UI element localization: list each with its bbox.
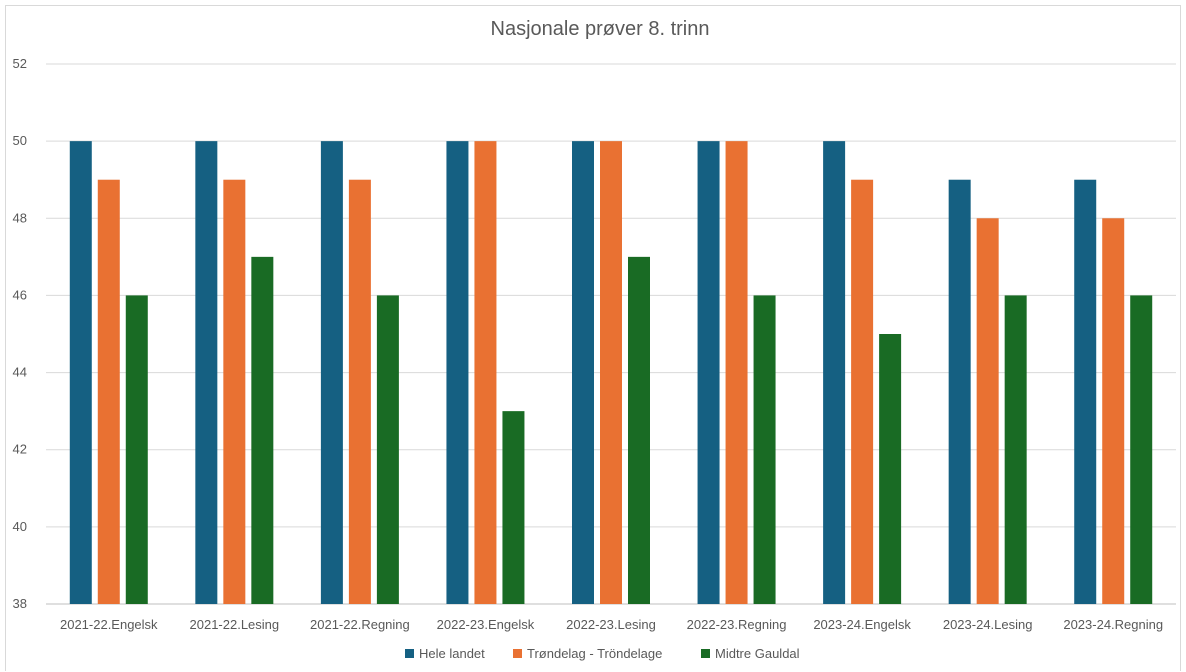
bar-1-4: [446, 141, 469, 604]
bar-2-3: [348, 179, 371, 604]
bar-3-8: [1004, 295, 1027, 604]
bar-1-1: [69, 141, 92, 604]
bar-2-5: [600, 141, 622, 604]
bar-1-3: [320, 141, 343, 604]
y-tick-label: 50: [13, 133, 27, 148]
bar-3-5: [628, 256, 650, 604]
y-tick-label: 40: [13, 519, 27, 534]
bar-3-2: [251, 256, 274, 604]
bar-2-4: [474, 141, 497, 604]
bar-2-9: [1102, 218, 1125, 605]
x-tick-label: 2023-24.Lesing: [943, 617, 1033, 632]
y-tick-label: 44: [13, 365, 27, 380]
bar-1-8: [948, 179, 971, 604]
bar-1-2: [195, 141, 218, 604]
legend-label: Trøndelag - Tröndelage: [527, 646, 662, 661]
y-tick-label: 46: [13, 287, 27, 302]
x-tick-label: 2022-23.Lesing: [566, 617, 656, 632]
y-tick-label: 48: [13, 210, 27, 225]
x-tick-label: 2023-24.Engelsk: [813, 617, 911, 632]
bar-3-4: [502, 411, 525, 604]
bar-2-7: [851, 179, 874, 604]
x-tick-label: 2021-22.Regning: [310, 617, 410, 632]
y-axis-ticks: 38 40 42 44 46 48 50 52: [13, 56, 27, 611]
bar-3-9: [1130, 295, 1153, 604]
y-tick-label: 38: [13, 596, 27, 611]
bar-1-6: [697, 141, 720, 604]
bar-1-7: [823, 141, 846, 604]
legend-swatch: [405, 649, 414, 658]
legend-swatch: [701, 649, 710, 658]
bars: [69, 141, 1153, 605]
x-axis-ticks: 2021-22.Engelsk 2021-22.Lesing 2021-22.Reg…: [60, 617, 1163, 632]
y-tick-label: 42: [13, 442, 27, 457]
chart-container: Nasjonale prøver 8. trinn 38 40 42 44 46 48 50…: [5, 5, 1181, 671]
legend: Hele landet Trøndelag - Tröndelage Midtre …: [405, 646, 800, 661]
y-tick-label: 52: [13, 56, 27, 71]
bar-1-5: [572, 141, 594, 604]
bar-chart: Nasjonale prøver 8. trinn 38 40 42 44 46 48 50…: [13, 18, 1176, 661]
legend-label: Hele landet: [419, 646, 485, 661]
bar-2-6: [725, 141, 748, 604]
legend-swatch: [513, 649, 522, 658]
bar-3-6: [753, 295, 776, 604]
bar-3-3: [376, 295, 399, 604]
x-tick-label: 2022-23.Regning: [687, 617, 787, 632]
bar-2-2: [223, 179, 246, 604]
x-tick-label: 2022-23.Engelsk: [437, 617, 535, 632]
x-tick-label: 2023-24.Regning: [1063, 617, 1163, 632]
bar-3-1: [125, 295, 148, 604]
bar-3-7: [879, 334, 902, 604]
chart-title: Nasjonale prøver 8. trinn: [491, 18, 710, 40]
x-tick-label: 2021-22.Engelsk: [60, 617, 158, 632]
bar-2-8: [976, 218, 999, 605]
bar-2-1: [97, 179, 120, 604]
bar-1-9: [1074, 179, 1097, 604]
legend-label: Midtre Gauldal: [715, 646, 800, 661]
x-tick-label: 2021-22.Lesing: [190, 617, 280, 632]
